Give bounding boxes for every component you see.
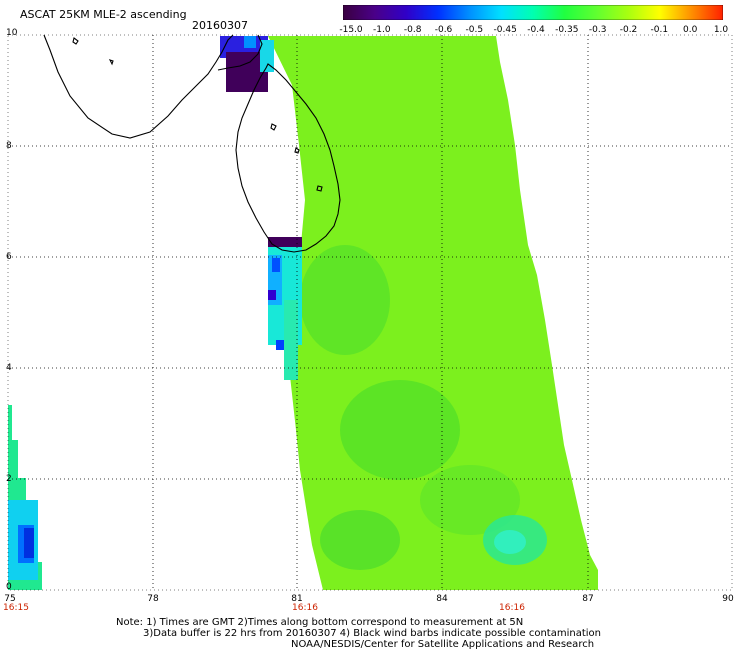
y-label: 8 [6,141,12,151]
swath-edge [284,300,298,380]
y-label: 0 [6,582,12,592]
note-line: Note: 1) Times are GMT 2)Times along bot… [116,617,524,628]
colorbar-tick-label: -0.2 [619,25,638,35]
time-label: 16:16 [499,603,525,613]
map-frame [7,34,733,591]
x-label: 81 [291,594,303,604]
colorbar-tick-label: 0.0 [682,25,698,35]
y-label: 4 [6,363,12,373]
swath-patch [420,465,520,535]
swath-patch [320,510,400,570]
colorbar-tick-label: -0.4 [527,25,545,35]
x-label: 84 [436,594,448,604]
swath-north [244,36,256,48]
swath-north [260,40,274,72]
island [108,59,114,66]
colorbar-tick-label: -0.8 [403,25,422,35]
x-label: 87 [582,594,594,604]
colorbar-tick-label: 1.0 [713,25,729,35]
y-label: 6 [6,252,12,262]
colorbar-tick-label: -0.35 [555,25,579,35]
island [270,123,277,131]
colorbar-tick-label: -15.0 [339,25,363,35]
sri-lanka-coast [235,63,341,253]
colorbar-tick-label: -0.6 [434,25,453,35]
note-line: NOAA/NESDIS/Center for Satellite Applica… [291,639,595,650]
colorbar-tick-label: -1.0 [373,25,391,35]
y-label: 10 [6,28,18,38]
time-label: 16:15 [3,603,29,613]
swath-patch [300,245,390,355]
swath-main [220,36,598,590]
grid [8,35,732,590]
india-coast-east [217,34,263,71]
coastline [43,34,341,253]
x-label: 78 [147,594,159,604]
colorbar-labels: -15.0 -1.0 -0.8 -0.6 -0.5 -0.45 -0.4 -0.35 -0.3 -… [339,25,728,37]
island [316,185,323,192]
swath-left-patch [24,528,34,558]
colorbar-tick-label: -0.45 [493,25,517,35]
swath-patch [494,530,526,554]
colorbar-gradient [343,5,723,20]
colorbar [343,5,723,20]
colorbar-tick-label: -0.3 [588,25,607,35]
map-title: ASCAT 25KM MLE-2 ascending [20,8,187,21]
swath-left [8,405,42,590]
island [72,37,79,45]
swath-edge [272,258,280,272]
x-label: 90 [722,594,734,604]
swath-edge [268,237,302,247]
swath-patch [340,380,460,480]
india-coast [43,34,234,139]
colorbar-tick-label: -0.1 [650,25,669,35]
island [294,147,300,154]
notes: Note: 1) Times are GMT 2)Times along bot… [116,617,601,650]
swath-edge [268,290,276,300]
colorbar-tick-label: -0.5 [465,25,484,35]
swath-edge [276,340,284,350]
note-line: 3)Data buffer is 22 hrs from 20160307 4)… [143,628,601,639]
x-label: 75 [4,594,16,604]
y-label: 2 [6,474,12,484]
map-date: 20160307 [192,19,248,32]
time-label: 16:16 [292,603,318,613]
